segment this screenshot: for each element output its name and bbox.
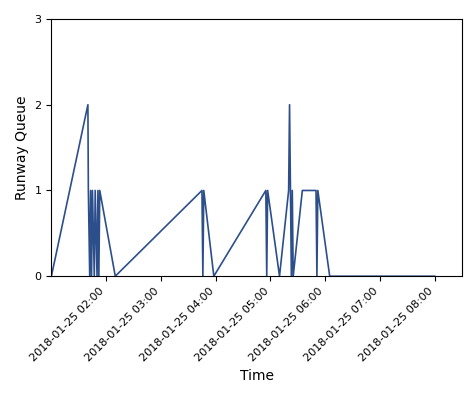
X-axis label: Time: Time <box>239 369 273 383</box>
Y-axis label: Runway Queue: Runway Queue <box>15 96 29 200</box>
